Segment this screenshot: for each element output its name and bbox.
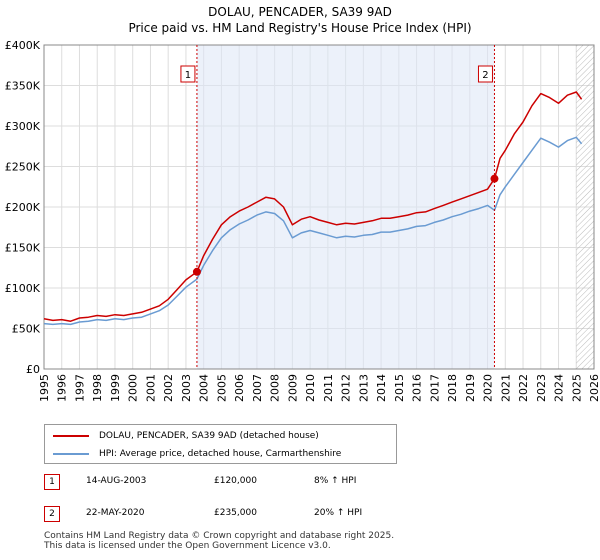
legend-swatch-hpi xyxy=(53,453,89,455)
x-tick-label: 2019 xyxy=(464,374,477,402)
x-tick-label: 2003 xyxy=(180,374,193,402)
x-tick-label: 2013 xyxy=(357,374,370,402)
y-tick-label: £0 xyxy=(26,363,40,376)
sale-hpi-1: 8% ↑ HPI xyxy=(314,476,357,486)
x-tick-label: 2016 xyxy=(411,374,424,402)
sale-point-1 xyxy=(192,267,201,276)
x-tick-label: 2001 xyxy=(144,374,157,402)
sale-label-box-1 xyxy=(180,65,196,83)
sale-badge-1: 1 xyxy=(44,474,60,490)
legend-label-property: DOLAU, PENCADER, SA39 9AD (detached hous… xyxy=(99,431,319,441)
legend-item-hpi: HPI: Average price, detached house, Carm… xyxy=(53,446,341,462)
footer-copyright: Contains HM Land Registry data © Crown c… xyxy=(44,531,395,541)
x-tick-label: 2026 xyxy=(588,374,600,402)
x-tick-label: 2000 xyxy=(127,374,140,402)
x-tick-label: 2024 xyxy=(553,374,566,402)
sale-badge-2: 2 xyxy=(44,506,60,522)
x-tick-label: 2015 xyxy=(393,374,406,402)
x-tick-label: 2014 xyxy=(375,374,388,402)
sale-price-2: £235,000 xyxy=(214,508,257,518)
sale-date-1: 14-AUG-2003 xyxy=(86,476,147,486)
x-tick-label: 2025 xyxy=(570,374,583,402)
y-tick-label: £250K xyxy=(5,161,41,174)
x-tick-label: 2021 xyxy=(499,374,512,402)
x-tick-label: 2020 xyxy=(482,374,495,402)
x-tick-label: 1999 xyxy=(109,374,122,402)
chart-legend: DOLAU, PENCADER, SA39 9AD (detached hous… xyxy=(44,424,397,464)
sale-label-2: 2 xyxy=(482,70,488,81)
x-tick-label: 2012 xyxy=(340,374,353,402)
legend-swatch-property xyxy=(53,435,89,437)
x-tick-label: 2008 xyxy=(269,374,282,402)
footer: Contains HM Land Registry data © Crown c… xyxy=(44,531,394,551)
sale-point-2 xyxy=(490,174,499,183)
x-tick-label: 2011 xyxy=(322,374,335,402)
x-tick-label: 1996 xyxy=(56,374,69,402)
x-tick-label: 2004 xyxy=(198,374,211,402)
forecast-hatch xyxy=(576,45,594,369)
y-tick-label: £50K xyxy=(12,323,41,336)
y-tick-label: £150K xyxy=(5,242,41,255)
sale-price-1: £120,000 xyxy=(214,476,257,486)
chart-title-block: DOLAU, PENCADER, SA39 9AD Price paid vs.… xyxy=(0,4,600,36)
x-tick-label: 2022 xyxy=(517,374,530,402)
sale-date-2: 22-MAY-2020 xyxy=(86,508,145,518)
x-tick-label: 2017 xyxy=(428,374,441,402)
y-tick-label: £200K xyxy=(5,201,41,214)
x-tick-label: 2005 xyxy=(215,374,228,402)
x-tick-label: 2023 xyxy=(535,374,548,402)
legend-item-property: DOLAU, PENCADER, SA39 9AD (detached hous… xyxy=(53,428,319,444)
y-tick-label: £100K xyxy=(5,282,41,295)
plot-frame xyxy=(43,44,595,370)
x-tick-label: 2006 xyxy=(233,374,246,402)
x-tick-label: 1995 xyxy=(38,374,51,402)
y-tick-label: £350K xyxy=(5,80,41,93)
series-line-hpi xyxy=(43,136,583,326)
x-tick-label: 1998 xyxy=(91,374,104,402)
y-tick-label: £300K xyxy=(5,120,41,133)
x-tick-label: 2018 xyxy=(446,374,459,402)
sale-hpi-2: 20% ↑ HPI xyxy=(314,508,363,518)
y-tick-label: £400K xyxy=(5,39,41,52)
x-tick-label: 1997 xyxy=(73,374,86,402)
sale-label-box-2 xyxy=(477,65,493,83)
chart-title: DOLAU, PENCADER, SA39 9AD xyxy=(208,5,392,19)
chart-subtitle: Price paid vs. HM Land Registry's House … xyxy=(128,21,472,35)
x-tick-label: 2010 xyxy=(304,374,317,402)
footer-licence: This data is licensed under the Open Gov… xyxy=(44,541,331,551)
x-tick-label: 2002 xyxy=(162,374,175,402)
sale-label-1: 1 xyxy=(185,70,191,81)
x-tick-label: 2009 xyxy=(286,374,299,402)
legend-label-hpi: HPI: Average price, detached house, Carm… xyxy=(99,449,342,459)
price-chart: 1995 1996 1997 1998 1999 2000 2001 2002 2003 2004… xyxy=(5,39,600,402)
series-line-property xyxy=(43,91,583,322)
ownership-period-shade xyxy=(196,45,495,369)
x-tick-label: 2007 xyxy=(251,374,264,402)
